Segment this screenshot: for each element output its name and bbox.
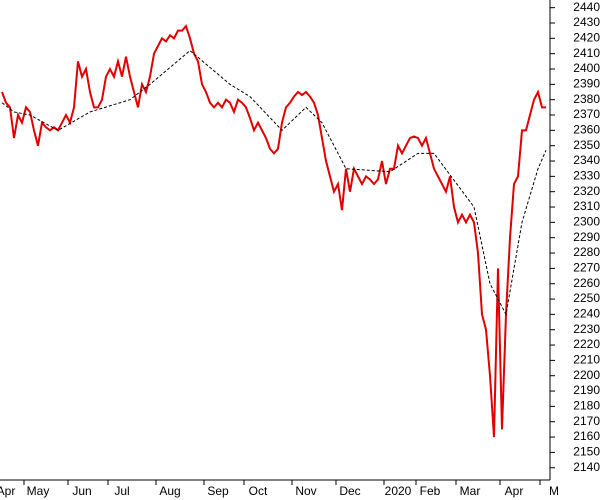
- x-tick-label: Feb: [420, 484, 441, 498]
- y-tick-label: 2150: [573, 445, 600, 459]
- y-tick-label: 2260: [573, 276, 600, 290]
- y-tick-label: 2440: [573, 0, 600, 14]
- x-tick-label: Mar: [460, 484, 481, 498]
- y-tick-label: 2330: [573, 169, 600, 183]
- y-tick-label: 2310: [573, 199, 600, 213]
- x-tick-label: Nov: [295, 484, 316, 498]
- y-tick-label: 2320: [573, 184, 600, 198]
- x-tick-label: Jun: [72, 484, 91, 498]
- y-tick-label: 2300: [573, 215, 600, 229]
- y-tick-label: 2220: [573, 337, 600, 351]
- y-tick-label: 2420: [573, 31, 600, 45]
- y-tick-label: 2140: [573, 460, 600, 474]
- y-tick-label: 2180: [573, 399, 600, 413]
- x-tick-label: Oct: [249, 484, 268, 498]
- y-tick-label: 2390: [573, 77, 600, 91]
- y-tick-label: 2370: [573, 107, 600, 121]
- x-tick-label: May: [27, 484, 50, 498]
- x-tick-label: Sep: [207, 484, 229, 498]
- x-tick-label: Apr: [0, 484, 15, 498]
- y-tick-label: 2210: [573, 353, 600, 367]
- y-tick-label: 2380: [573, 92, 600, 106]
- y-tick-label: 2400: [573, 61, 600, 75]
- y-tick-label: 2360: [573, 123, 600, 137]
- x-tick-label: Apr: [505, 484, 524, 498]
- y-tick-label: 2270: [573, 261, 600, 275]
- y-tick-label: 2280: [573, 245, 600, 259]
- x-tick-label: 2020: [385, 484, 412, 498]
- x-tick-label: Aug: [159, 484, 180, 498]
- x-tick-label: Dec: [339, 484, 360, 498]
- y-tick-label: 2240: [573, 307, 600, 321]
- x-labels: Apr May Jun Jul Aug Sep Oct Nov Dec 2020 Feb Mar Apr…: [0, 484, 559, 498]
- x-tick-label: M: [549, 484, 559, 498]
- x-tick-label: Jul: [114, 484, 129, 498]
- y-tick-label: 2200: [573, 368, 600, 382]
- y-tick-label: 2250: [573, 291, 600, 305]
- price-line: [1, 24, 546, 438]
- y-tick-label: 2430: [573, 15, 600, 29]
- y-tick-label: 2160: [573, 429, 600, 443]
- y-tick-label: 2350: [573, 138, 600, 152]
- y-tick-label: 2190: [573, 383, 600, 397]
- y-tick-label: 2230: [573, 322, 600, 336]
- y-tick-label: 2290: [573, 230, 600, 244]
- y-tick-label: 2410: [573, 46, 600, 60]
- average-line: [1, 49, 547, 316]
- y-tick-label: 2170: [573, 414, 600, 428]
- y-tick-label: 2340: [573, 153, 600, 167]
